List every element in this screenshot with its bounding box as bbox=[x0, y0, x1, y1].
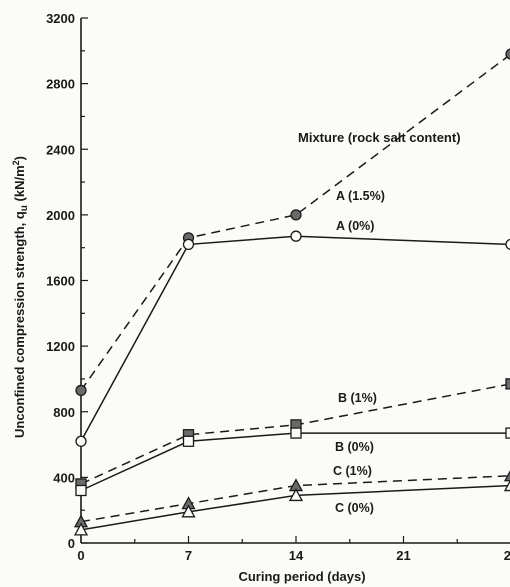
series-group bbox=[73, 48, 510, 536]
x-tick-label: 0 bbox=[77, 548, 84, 563]
axes bbox=[80, 18, 510, 544]
series-label: A (0%) bbox=[336, 219, 374, 233]
data-point bbox=[290, 209, 302, 221]
y-tick-label: 2400 bbox=[46, 142, 75, 157]
axis-ticks bbox=[80, 17, 458, 544]
y-axis-title-unit-sup: 2 bbox=[11, 160, 21, 165]
data-point bbox=[505, 427, 510, 439]
data-point bbox=[290, 230, 302, 242]
data-point bbox=[181, 504, 196, 518]
y-tick-label: 1200 bbox=[46, 339, 75, 354]
y-tick-label: 0 bbox=[68, 536, 75, 551]
y-axis-title-unit-close: ) bbox=[12, 156, 27, 160]
series-line bbox=[80, 53, 510, 391]
data-point bbox=[505, 48, 510, 60]
data-point bbox=[75, 384, 87, 397]
series-label: C (1%) bbox=[333, 464, 372, 478]
data-point bbox=[182, 435, 195, 447]
data-point bbox=[503, 480, 510, 492]
data-point bbox=[75, 484, 87, 497]
y-axis-title-sub: u bbox=[19, 205, 30, 211]
series-line bbox=[80, 432, 510, 492]
y-tick-label: 1600 bbox=[46, 274, 75, 289]
data-point bbox=[182, 238, 195, 251]
y-tick-label: 3200 bbox=[46, 11, 75, 26]
data-point bbox=[288, 488, 304, 502]
x-axis-title: Curing period (days) bbox=[238, 569, 365, 584]
data-point bbox=[505, 378, 510, 390]
series-line bbox=[80, 383, 510, 485]
y-axis-title-unit: (kN/m bbox=[12, 165, 27, 205]
series-label: B (1%) bbox=[338, 391, 377, 405]
series-line bbox=[80, 235, 510, 442]
series-label: C (0%) bbox=[335, 501, 374, 515]
y-axis-title: Unconfined compression strength, qu (kN/… bbox=[11, 156, 30, 438]
x-tick-label: 21 bbox=[396, 548, 410, 563]
data-point bbox=[505, 238, 510, 250]
tick-labels: 0 400 800 1200 1600 2000 2400 2800 3200 0 7 14 21 28 bbox=[46, 11, 510, 563]
y-tick-label: 2800 bbox=[46, 77, 75, 92]
y-tick-label: 800 bbox=[53, 405, 75, 420]
series-line bbox=[80, 484, 510, 531]
data-point bbox=[75, 435, 87, 447]
x-tick-label: 28 bbox=[504, 548, 510, 563]
y-axis-title-main: Unconfined compression strength, q bbox=[12, 211, 27, 438]
series-label: B (0%) bbox=[335, 440, 374, 454]
series-labels: A (1.5%) A (0%) B (1%) B (0%) C (1%) C (0%) bbox=[333, 189, 385, 515]
data-point bbox=[290, 427, 302, 439]
data-point bbox=[73, 522, 89, 536]
y-tick-label: 2000 bbox=[46, 208, 75, 223]
x-tick-label: 14 bbox=[289, 548, 304, 563]
legend-title: Mixture (rock salt content) bbox=[298, 130, 461, 145]
x-tick-label: 7 bbox=[185, 548, 192, 563]
data-point bbox=[503, 470, 510, 482]
series-label: A (1.5%) bbox=[336, 189, 385, 203]
y-tick-label: 400 bbox=[53, 470, 75, 485]
